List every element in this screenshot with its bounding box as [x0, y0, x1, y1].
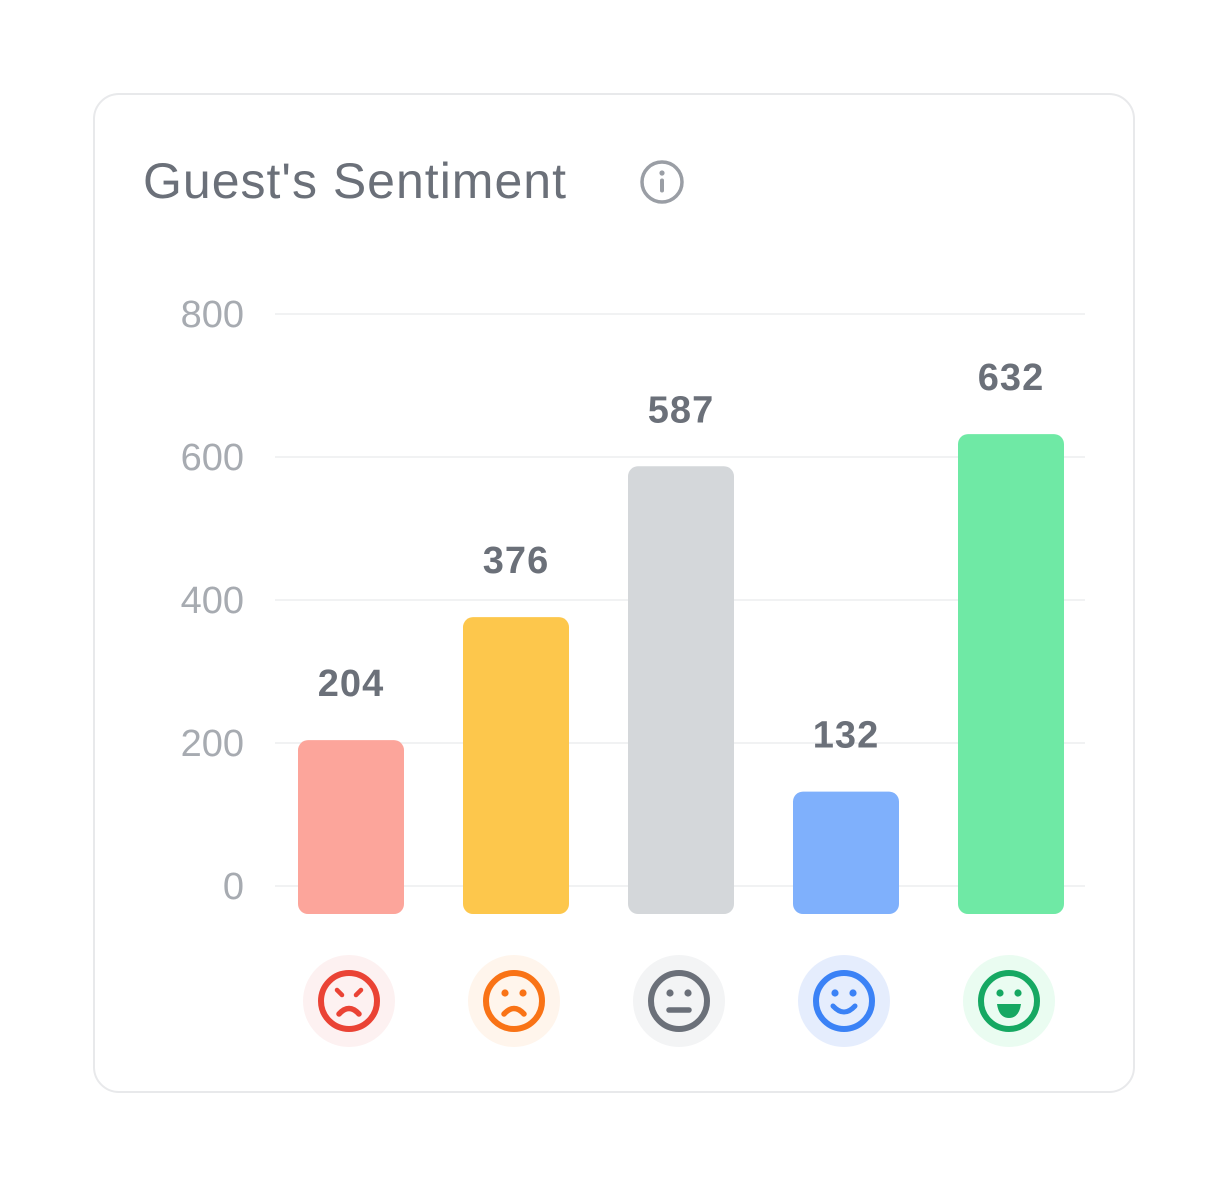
data-label: 204	[318, 663, 384, 705]
y-tick-label: 200	[181, 723, 244, 765]
grinning-face-icon	[963, 955, 1055, 1047]
y-tick-label: 800	[181, 294, 244, 336]
data-label: 632	[978, 357, 1044, 399]
y-tick-label: 400	[181, 580, 244, 622]
neutral-face-icon	[633, 955, 725, 1047]
bar-neutral[interactable]	[628, 466, 734, 914]
y-tick-label: 600	[181, 437, 244, 479]
card-title: Guest's Sentiment	[143, 153, 567, 209]
info-circle-icon[interactable]	[639, 159, 685, 205]
bar-very-positive[interactable]	[958, 434, 1064, 914]
data-label: 587	[648, 389, 714, 431]
y-tick-label: 0	[223, 866, 244, 908]
bar-very-negative[interactable]	[298, 740, 404, 914]
data-label: 376	[483, 540, 549, 582]
bar-negative[interactable]	[463, 617, 569, 914]
bar-positive[interactable]	[793, 791, 899, 914]
sad-face-icon	[468, 955, 560, 1047]
smiling-face-icon	[798, 955, 890, 1047]
angry-face-icon	[303, 955, 395, 1047]
data-label: 132	[813, 715, 879, 757]
